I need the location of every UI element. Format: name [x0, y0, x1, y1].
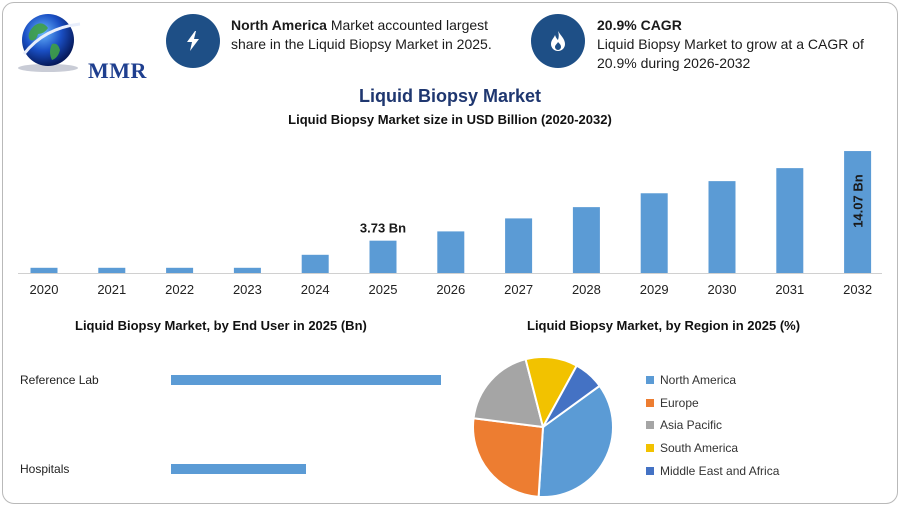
- bar-2026: [437, 231, 465, 273]
- hbar-reference-lab: [171, 375, 441, 385]
- legend-swatch: [646, 467, 654, 475]
- legend-label: Europe: [660, 396, 699, 410]
- bar-2021: [98, 267, 126, 273]
- x-tick-label: 2022: [165, 282, 194, 297]
- legend-swatch: [646, 376, 654, 384]
- bar-2025: [369, 240, 397, 273]
- info-highlight: North America: [231, 17, 327, 33]
- x-tick-label: 2029: [640, 282, 669, 297]
- info-highlight: 20.9% CAGR: [597, 17, 682, 33]
- x-tick-label: 2020: [30, 282, 59, 297]
- bar-2028: [572, 207, 600, 273]
- pie-slice-asia-pacific: [472, 357, 545, 429]
- info-north-america: North America Market accounted largest s…: [231, 16, 521, 54]
- bar-2029: [640, 193, 668, 273]
- logo-text: MMR: [88, 58, 147, 83]
- pie-slice-north-america: [537, 384, 614, 498]
- legend-label: South America: [660, 441, 739, 455]
- legend-label: North America: [660, 373, 737, 387]
- x-tick-label: 2023: [233, 282, 262, 297]
- pie-slice-europe: [472, 417, 545, 498]
- bar-2023: [233, 267, 261, 273]
- x-tick-label: 2024: [301, 282, 330, 297]
- data-label: 3.73 Bn: [360, 221, 406, 236]
- bar-2022: [166, 267, 194, 273]
- legend-label: Middle East and Africa: [660, 464, 780, 478]
- legend-swatch: [646, 421, 654, 429]
- mmr-logo: MMR: [16, 10, 146, 83]
- pie-chart: [472, 356, 614, 498]
- chart-subtitle: Liquid Biopsy Market size in USD Billion…: [288, 112, 612, 127]
- info-cagr: 20.9% CAGR Liquid Biopsy Market to grow …: [597, 16, 887, 73]
- bar-2032: [844, 151, 872, 273]
- chart-title: Liquid Biopsy Market: [358, 86, 542, 106]
- flame-icon: [531, 14, 585, 68]
- pie-slice-middle-east-and-africa: [542, 364, 602, 428]
- hbar-hospitals: [171, 464, 306, 474]
- legend-item: Middle East and Africa: [646, 464, 779, 478]
- bar-2030: [708, 181, 736, 273]
- hbar-label: Reference Lab: [20, 373, 99, 387]
- bar-2027: [505, 218, 533, 273]
- data-label: 14.07 Bn: [851, 174, 866, 228]
- x-tick-label: 2021: [97, 282, 126, 297]
- legend-swatch: [646, 444, 654, 452]
- legend-item: South America: [646, 441, 738, 455]
- x-tick-label: 2028: [572, 282, 601, 297]
- x-tick-label: 2031: [775, 282, 804, 297]
- x-tick-label: 2032: [843, 282, 872, 297]
- x-tick-label: 2030: [708, 282, 737, 297]
- x-tick-label: 2026: [436, 282, 465, 297]
- info-description: Market accounted largest share in the Li…: [231, 17, 492, 52]
- end-user-title: Liquid Biopsy Market, by End User in 202…: [75, 318, 367, 333]
- legend-swatch: [646, 399, 654, 407]
- info-description: Liquid Biopsy Market to grow at a CAGR o…: [597, 36, 864, 71]
- x-tick-label: 2025: [369, 282, 398, 297]
- legend-item: Asia Pacific: [646, 418, 722, 432]
- bar-2031: [776, 168, 804, 273]
- x-tick-label: 2027: [504, 282, 533, 297]
- bar-2020: [30, 267, 58, 273]
- legend-item: Europe: [646, 396, 699, 410]
- lightning-icon: [166, 14, 220, 68]
- hbar-label: Hospitals: [20, 462, 70, 476]
- globe-icon: [18, 14, 81, 72]
- legend-label: Asia Pacific: [660, 418, 723, 432]
- legend-item: North America: [646, 373, 736, 387]
- bar-chart: 2020 2021 2022 2023 2024 2025 3.73 Bn 2026 2027 2…: [18, 151, 882, 297]
- region-title: Liquid Biopsy Market, by Region in 2025 …: [527, 318, 801, 333]
- bar-2024: [301, 254, 329, 273]
